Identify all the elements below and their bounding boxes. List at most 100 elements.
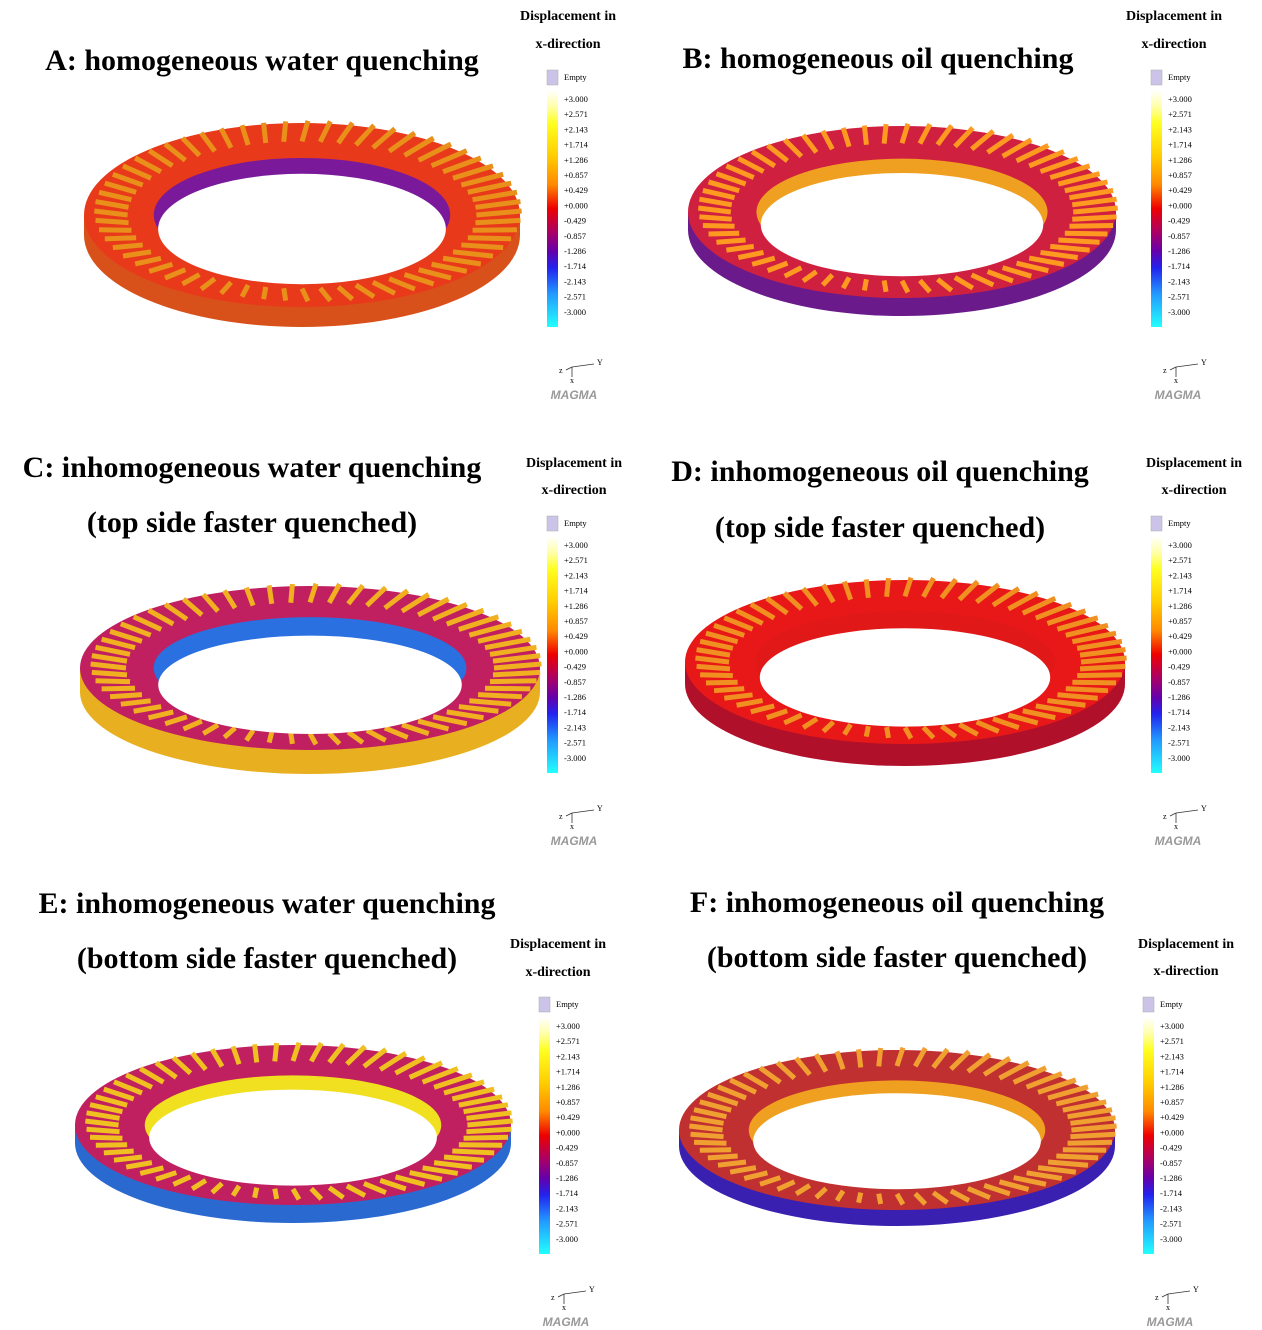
tooth: [801, 716, 819, 730]
tooth: [699, 638, 734, 651]
tooth: [953, 275, 975, 291]
tooth: [707, 1153, 738, 1161]
tooth: [472, 227, 518, 233]
tooth: [125, 1160, 153, 1170]
tooth: [1077, 672, 1122, 679]
panel-title: A: homogeneous water quenching: [45, 44, 479, 77]
tooth: [288, 732, 295, 745]
legend-label: -2.571: [556, 1219, 578, 1229]
axis: [565, 366, 573, 371]
panel: B: homogeneous oil quenching Displacement…: [683, 9, 1223, 402]
tooth: [1079, 663, 1126, 672]
legend-label: Empty: [1168, 72, 1191, 82]
tooth: [729, 1077, 757, 1095]
axis: [1161, 1293, 1169, 1298]
tooth: [299, 287, 311, 303]
tooth: [1071, 1123, 1117, 1133]
tooth: [921, 725, 936, 740]
tooth: [403, 135, 435, 158]
tooth: [345, 1044, 367, 1066]
legend-label: -2.143: [564, 276, 586, 286]
legend-label: +3.000: [1160, 1021, 1184, 1031]
legend-label: +0.429: [1168, 185, 1192, 195]
tooth: [477, 628, 523, 644]
tooth: [244, 586, 256, 607]
tooth: [1007, 712, 1039, 726]
tooth: [416, 596, 450, 618]
tooth: [766, 260, 789, 273]
tooth: [400, 592, 431, 614]
tooth: [94, 208, 128, 218]
legend-label: -1.286: [1168, 692, 1190, 702]
axis-label: Y: [1193, 1285, 1199, 1294]
tooth: [147, 608, 175, 627]
tooth: [1026, 1170, 1063, 1181]
tooth: [931, 1047, 950, 1069]
tooth: [111, 171, 144, 188]
tooth: [1070, 1115, 1116, 1126]
tooth: [95, 644, 131, 657]
ring-hole: [158, 173, 446, 285]
tooth: [394, 1174, 426, 1187]
tooth: [272, 1042, 280, 1062]
legend-label: +0.429: [564, 185, 588, 195]
tooth: [713, 686, 745, 694]
tooth: [750, 149, 777, 169]
tooth: [939, 577, 958, 600]
tooth: [931, 1190, 949, 1205]
tooth: [894, 1046, 906, 1067]
axis: [1175, 363, 1199, 368]
tooth: [783, 265, 803, 279]
tooth: [209, 1048, 225, 1068]
logo: MAGMA: [551, 834, 598, 848]
axis-label: x: [562, 1303, 566, 1312]
tooth: [171, 1055, 193, 1076]
tooth: [705, 630, 739, 645]
tooth: [113, 1154, 143, 1163]
tooth: [309, 1186, 324, 1201]
legend-label: +3.000: [1168, 540, 1192, 550]
legend-label: +1.714: [556, 1067, 581, 1077]
legend-label: -3.000: [1160, 1234, 1182, 1244]
tooth: [484, 685, 531, 692]
tooth: [717, 1084, 747, 1101]
legend-label: -3.000: [564, 753, 586, 763]
tooth: [383, 725, 409, 740]
tooth: [104, 180, 137, 195]
legend-label: -2.143: [1168, 276, 1190, 286]
panel: D: inhomogeneous oil quenching (top side …: [671, 455, 1242, 848]
tooth: [1055, 1091, 1099, 1107]
legend-label: +2.571: [564, 109, 588, 119]
axis-label: Y: [597, 804, 603, 813]
tooth: [101, 685, 136, 692]
tooth: [751, 255, 776, 267]
tooth: [856, 1192, 864, 1204]
legend-label: +0.429: [564, 631, 588, 641]
legend-label: +1.286: [564, 601, 588, 611]
tooth: [699, 1099, 732, 1113]
tooth: [1070, 1131, 1116, 1140]
tooth: [696, 663, 731, 672]
tooth: [346, 583, 365, 606]
tooth: [443, 1154, 485, 1163]
tooth: [1037, 1165, 1077, 1175]
axis: [1175, 809, 1199, 814]
legend-label: +1.714: [1160, 1067, 1185, 1077]
tooth: [219, 280, 233, 296]
legend-label: +0.429: [1160, 1112, 1184, 1122]
tooth: [699, 196, 733, 208]
tooth: [477, 692, 523, 700]
legend-label: +2.143: [564, 570, 588, 580]
ring-hole: [149, 1089, 437, 1186]
tooth: [327, 731, 342, 746]
tooth: [726, 243, 755, 253]
tooth: [1064, 230, 1108, 237]
tooth: [1015, 143, 1050, 164]
tooth: [690, 1131, 724, 1140]
tooth: [394, 1055, 426, 1076]
tooth: [699, 214, 732, 222]
tooth: [466, 1126, 512, 1135]
tooth: [90, 661, 127, 671]
tooth: [281, 287, 289, 302]
